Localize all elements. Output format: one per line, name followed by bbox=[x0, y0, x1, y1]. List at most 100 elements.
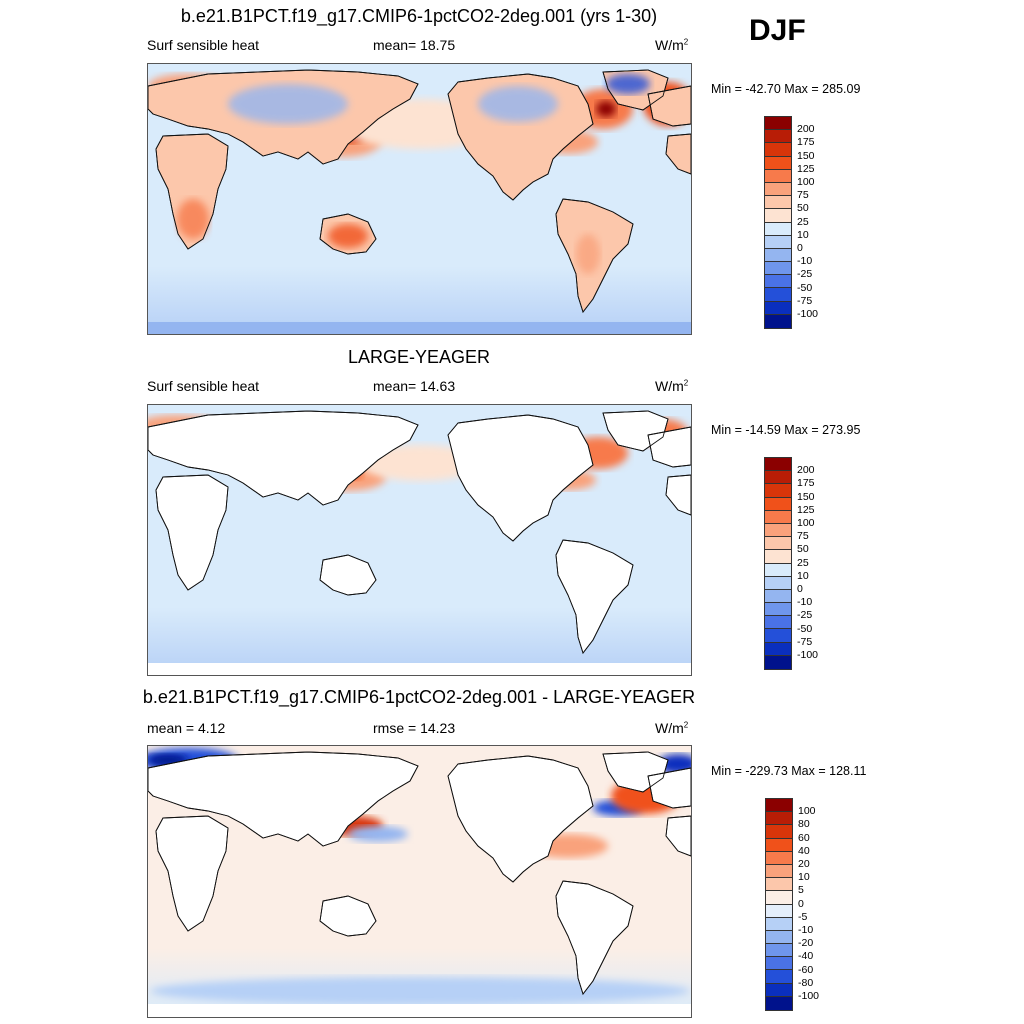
panel-3-mean-label: mean = 4.12 bbox=[147, 720, 226, 736]
colorbar-swatch bbox=[765, 275, 791, 289]
colorbar-tick-label: -40 bbox=[798, 950, 814, 963]
land-anomaly bbox=[478, 86, 558, 122]
panel-1-map bbox=[147, 63, 692, 335]
panel-1-title: b.e21.B1PCT.f19_g17.CMIP6-1pctCO2-2deg.0… bbox=[180, 6, 658, 26]
colorbar-tick-label: 100 bbox=[798, 805, 816, 818]
colorbar-swatch bbox=[765, 196, 791, 210]
coastline-australia bbox=[319, 213, 377, 255]
colorbar-tick-label: 10 bbox=[797, 228, 809, 241]
coastline-australia bbox=[319, 895, 377, 937]
coastline-europe bbox=[647, 767, 691, 809]
panel-1-colorbar bbox=[764, 116, 792, 329]
colorbar-tick-label: 150 bbox=[797, 490, 815, 503]
colorbar-tick-label: 0 bbox=[797, 242, 803, 254]
colorbar-swatch bbox=[765, 301, 791, 315]
colorbar-tick-label: -10 bbox=[798, 924, 814, 936]
colorbar-swatch bbox=[765, 262, 791, 276]
panel-3-rmse-label: rmse = 14.23 bbox=[373, 720, 456, 736]
coastline-greenland bbox=[602, 410, 669, 452]
colorbar-swatch bbox=[765, 629, 791, 643]
colorbar-swatch bbox=[765, 169, 791, 183]
colorbar-swatch bbox=[765, 222, 791, 236]
panel-1-variable-label: Surf sensible heat bbox=[147, 37, 260, 53]
panel-1-min-max: Min = -42.70 Max = 285.09 bbox=[711, 82, 861, 96]
panel-1-units: W/m2 bbox=[655, 37, 689, 53]
colorbar-swatch bbox=[765, 288, 791, 302]
panel-2-map bbox=[147, 404, 692, 676]
colorbar-tick-label: 200 bbox=[797, 464, 815, 477]
land-anomaly bbox=[328, 224, 368, 248]
panel-2-variable-label: Surf sensible heat bbox=[147, 378, 260, 394]
coastline-greenland bbox=[602, 69, 669, 111]
colorbar-tick-label: -5 bbox=[798, 910, 808, 923]
coastline-australia bbox=[319, 554, 377, 596]
colorbar-swatch bbox=[765, 603, 791, 617]
coastline-eurasia bbox=[148, 69, 419, 165]
coastline-southAmerica bbox=[555, 539, 634, 654]
colorbar-tick-label: 75 bbox=[797, 189, 809, 202]
colorbar-tick-label: 10 bbox=[798, 871, 810, 884]
panel-3-colorbar bbox=[765, 798, 793, 1011]
colorbar-tick-label: -100 bbox=[797, 308, 819, 320]
colorbar-swatch bbox=[765, 642, 791, 656]
colorbar-swatch bbox=[766, 878, 792, 892]
colorbar-swatch bbox=[766, 930, 792, 945]
colorbar-tick-label: 175 bbox=[797, 477, 815, 490]
colorbar-tick-label: 25 bbox=[797, 215, 809, 228]
colorbar-swatch bbox=[766, 838, 792, 852]
colorbar-tick-label: 75 bbox=[797, 530, 809, 543]
colorbar-tick-label: 125 bbox=[797, 503, 815, 516]
colorbar-swatch bbox=[765, 616, 791, 630]
colorbar-swatch bbox=[766, 825, 792, 839]
continent-antarctica bbox=[148, 663, 691, 675]
colorbar-swatch bbox=[766, 970, 792, 984]
ocean-anomaly bbox=[596, 101, 616, 117]
colorbar-swatch bbox=[766, 904, 792, 918]
colorbar-swatch bbox=[765, 537, 791, 551]
colorbar-swatch bbox=[766, 891, 792, 905]
colorbar-swatch bbox=[765, 314, 791, 328]
colorbar-swatch bbox=[766, 983, 792, 997]
coastline-eurasia bbox=[148, 410, 419, 506]
panel-3-units: W/m2 bbox=[655, 720, 689, 736]
colorbar-swatch bbox=[766, 917, 792, 931]
panel-2-title: LARGE-YEAGER bbox=[347, 347, 491, 367]
coastline-eurasia bbox=[148, 751, 419, 847]
land-anomaly bbox=[228, 84, 348, 124]
colorbar-swatch bbox=[765, 130, 791, 144]
panel-2-min-max: Min = -14.59 Max = 273.95 bbox=[711, 423, 861, 437]
colorbar-tick-label: -80 bbox=[798, 976, 814, 989]
colorbar-tick-label: 5 bbox=[798, 884, 804, 897]
colorbar-tick-label: 40 bbox=[798, 844, 810, 857]
colorbar-swatch bbox=[765, 248, 791, 263]
colorbar-tick-label: -60 bbox=[798, 963, 814, 976]
colorbar-tick-label: 0 bbox=[798, 897, 804, 910]
colorbar-swatch bbox=[765, 143, 791, 157]
colorbar-tick-label: -100 bbox=[797, 649, 819, 661]
colorbar-swatch bbox=[765, 523, 791, 538]
colorbar-tick-label: -25 bbox=[797, 609, 813, 622]
colorbar-tick-label: 20 bbox=[798, 858, 810, 870]
colorbar-swatch bbox=[766, 864, 792, 879]
panel-3-min-max: Min = -229.73 Max = 128.11 bbox=[711, 764, 867, 778]
colorbar-swatch bbox=[765, 235, 791, 249]
ocean-anomaly bbox=[360, 445, 480, 481]
coastline-africa bbox=[155, 474, 229, 591]
colorbar-swatch bbox=[765, 510, 791, 524]
coastline-southAmerica bbox=[555, 880, 634, 995]
land-anomaly bbox=[576, 234, 600, 274]
colorbar-swatch bbox=[766, 851, 792, 865]
season-label: DJF bbox=[749, 14, 806, 47]
coastline-northAmerica bbox=[447, 414, 594, 542]
coastline-africaWest bbox=[665, 815, 691, 857]
colorbar-swatch bbox=[766, 799, 792, 813]
coastline-europe bbox=[647, 85, 691, 127]
colorbar-swatch bbox=[765, 209, 791, 223]
colorbar-swatch bbox=[765, 471, 791, 485]
coastline-northAmerica bbox=[447, 755, 594, 883]
panel-2-units: W/m2 bbox=[655, 378, 689, 394]
map-field bbox=[148, 64, 691, 334]
colorbar-swatch bbox=[765, 576, 791, 590]
colorbar-tick-label: 60 bbox=[798, 831, 810, 844]
colorbar-swatch bbox=[765, 117, 791, 131]
